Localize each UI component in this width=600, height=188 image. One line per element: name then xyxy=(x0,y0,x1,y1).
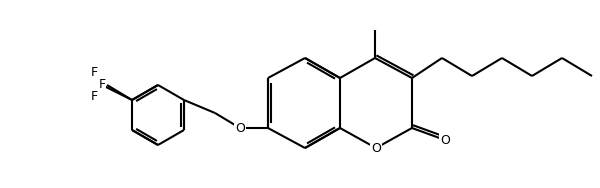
Text: O: O xyxy=(235,121,245,134)
Text: O: O xyxy=(371,142,381,155)
Text: F: F xyxy=(91,90,98,104)
Text: F: F xyxy=(91,67,98,80)
Text: F: F xyxy=(98,79,106,92)
Text: O: O xyxy=(440,133,450,146)
